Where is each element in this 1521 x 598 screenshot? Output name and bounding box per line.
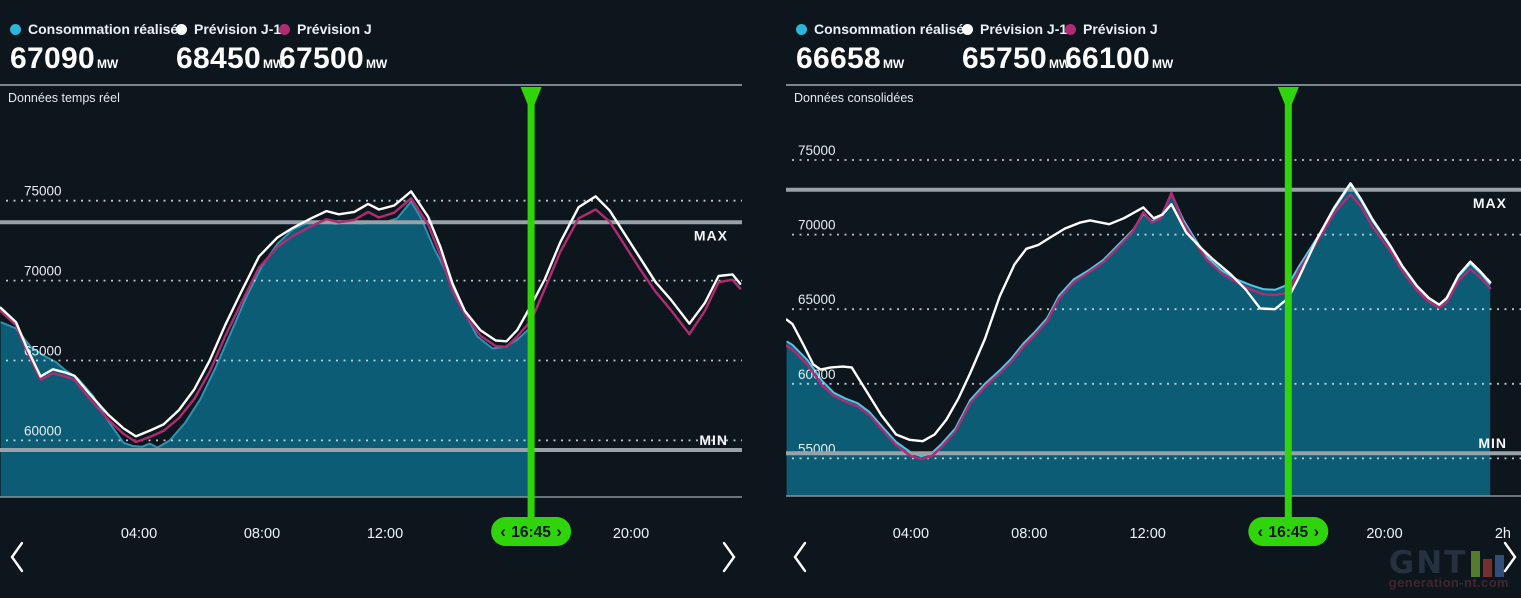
legend-label: Prévision J-1 [980,21,1068,37]
consumption-chart-realtime[interactable]: 75000 70000 65000 60000 MAX MIN 04:00 08:00 12:0… [0,0,742,598]
value-number: 66100 [1065,42,1150,75]
value-number: 67090 [10,42,95,75]
legend-item-consommation-realisee: Consommation réalisée [10,19,186,39]
j1-line [0,190,742,438]
legend-label: Consommation réalisée [814,21,972,37]
legend-label: Consommation réalisée [28,21,186,37]
value-number: 68450 [176,42,261,75]
time-badge-prev-icon[interactable]: ‹ [500,522,506,541]
time-cursor-head [1277,87,1299,113]
j1-dot-icon [176,23,187,35]
y-tick-label: 75000 [24,184,62,199]
value-unit: MW [365,57,388,71]
realized-area [786,185,1491,496]
time-cursor-line[interactable] [527,104,535,518]
y-tick-label: 65000 [798,292,836,307]
x-tick-label: 08:00 [1011,526,1047,542]
value-unit: MW [882,57,905,71]
time-badge-prev-icon[interactable]: ‹ [1257,522,1263,541]
time-badge[interactable]: ‹ 16:45 › [1248,517,1329,546]
j1-value: 68450 MW [176,42,284,76]
header-divider [0,84,742,86]
legend-column-realized: Consommation réalisée 67090 MW [10,19,186,76]
time-badge-next-icon[interactable]: › [556,522,562,541]
chart-subtitle: Données temps réel [8,91,120,105]
y-tick-label: 70000 [24,264,62,279]
realized-value: 67090 MW [10,42,176,76]
realized-area [0,201,532,497]
j-value: 66100 MW [1065,42,1173,76]
time-badge-label: 16:45 [511,524,551,541]
time-badge-label: 16:45 [1268,524,1308,541]
x-tick-label: 08:00 [244,526,280,542]
legend-item-prevision-j: Prévision J [1065,19,1173,39]
j1-dot-icon [962,23,973,35]
panel-consolidated: Consommation réalisée 66658 MW Prévision… [786,0,1521,598]
realized-dot-icon [10,23,21,35]
max-label: MAX [694,227,728,243]
legend-column-prevision-j: Prévision J 66100 MW [1065,19,1173,76]
y-tick-label: 65000 [24,344,62,359]
chart-subtitle: Données consolidées [794,91,914,105]
j-line [0,197,742,444]
legend-label: Prévision J [297,21,372,37]
legend-item-consommation-realisee: Consommation réalisée [796,19,972,39]
x-tick-label: 20:00 [1366,526,1402,542]
value-number: 65750 [962,42,1047,75]
realized-value: 66658 MW [796,42,962,76]
min-label: MIN [1478,435,1507,451]
next-day-button[interactable] [1501,540,1519,574]
realized-dot-icon [796,23,807,35]
value-unit: MW [262,57,285,71]
y-tick-label: 60000 [24,423,62,438]
j1-value: 65750 MW [962,42,1070,76]
y-tick-label: 60000 [798,367,836,382]
legend-column-prevision-j: Prévision J 67500 MW [279,19,387,76]
chevron-right-icon [1503,541,1517,573]
time-badge-next-icon[interactable]: › [1313,522,1319,541]
chevron-right-icon [722,541,736,573]
value-unit: MW [96,57,119,71]
next-day-button[interactable] [720,540,738,574]
legend-column-realized: Consommation réalisée 66658 MW [796,19,972,76]
value-number: 67500 [279,42,364,75]
header-divider [786,84,1521,86]
legend-label: Prévision J [1083,21,1158,37]
previous-day-button[interactable] [791,540,809,574]
header-consolidated: Consommation réalisée 66658 MW Prévision… [796,19,1173,76]
x-tick-label: 20:00 [613,526,649,542]
header-realtime: Consommation réalisée 67090 MW Prévision… [10,19,387,76]
chevron-left-icon [10,541,24,573]
y-tick-label: 75000 [798,143,836,158]
j-dot-icon [1065,23,1076,35]
time-cursor-head [520,87,542,113]
legend-column-prevision-j1: Prévision J-1 68450 MW [176,19,284,76]
y-tick-label: 70000 [798,218,836,233]
value-unit: MW [1151,57,1174,71]
j1-line [786,182,1492,443]
time-cursor-line[interactable] [1284,104,1292,518]
x-tick-label: 2h [1495,526,1511,542]
x-tick-label: 04:00 [893,526,929,542]
x-tick-label: 12:00 [367,526,403,542]
max-label: MAX [1473,195,1507,211]
chevron-left-icon [793,541,807,573]
min-label: MIN [699,432,728,448]
legend-item-prevision-j1: Prévision J-1 [176,19,282,39]
time-badge[interactable]: ‹ 16:45 › [491,517,572,546]
legend-item-prevision-j1: Prévision J-1 [962,19,1068,39]
x-tick-label: 04:00 [121,526,157,542]
x-tick-label: 12:00 [1130,526,1166,542]
legend-item-prevision-j: Prévision J [279,19,387,39]
j-value: 67500 MW [279,42,387,76]
previous-day-button[interactable] [8,540,26,574]
j-line [786,191,1492,461]
panel-realtime: Consommation réalisée 67090 MW Prévision… [0,0,742,598]
value-number: 66658 [796,42,881,75]
legend-label: Prévision J-1 [194,21,282,37]
value-unit: MW [1048,57,1071,71]
j-dot-icon [279,23,290,35]
legend-column-prevision-j1: Prévision J-1 65750 MW [962,19,1070,76]
